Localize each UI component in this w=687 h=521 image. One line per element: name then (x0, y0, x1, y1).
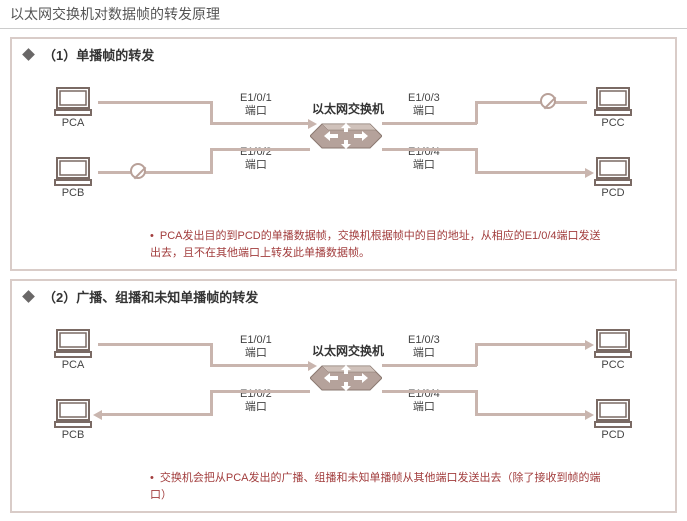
line (210, 390, 310, 393)
pc-label: PCC (590, 359, 636, 371)
port-label-tl: E1/0/1端口 (240, 92, 272, 118)
line (382, 390, 477, 393)
line (475, 413, 587, 416)
panel-header: （2）广播、组播和未知单播帧的转发 (20, 287, 667, 306)
caption: •交换机会把从PCA发出的广播、组播和未知单播帧从其他端口发送出去（除了接收到帧… (20, 470, 667, 503)
ethernet-switch: 以太网交换机 (310, 358, 382, 403)
line (475, 101, 587, 104)
arrow-right-icon (585, 410, 594, 420)
pc-label: PCD (590, 187, 636, 199)
arrow-right-icon (308, 361, 317, 371)
switch-label: 以太网交换机 (308, 100, 388, 117)
blocked-icon (540, 93, 556, 109)
page-title: 以太网交换机对数据帧的转发原理 (0, 0, 687, 29)
port-label-tl: E1/0/1端口 (240, 334, 272, 360)
panel-1: （2）广播、组播和未知单播帧的转发 PCA PCB PCC PCD 以太网交换机… (10, 279, 677, 513)
pc-bl: PCB (50, 398, 96, 441)
pc-tr: PCC (590, 328, 636, 371)
pc-tl: PCA (50, 86, 96, 129)
pc-label: PCB (50, 187, 96, 199)
line (382, 364, 477, 367)
line (98, 413, 213, 416)
line (210, 122, 310, 125)
panel-header: （1）单播帧的转发 (20, 45, 667, 64)
pc-tr: PCC (590, 86, 636, 129)
pc-tl: PCA (50, 328, 96, 371)
pc-label: PCB (50, 429, 96, 441)
switch-label: 以太网交换机 (308, 342, 388, 359)
line (210, 364, 310, 367)
bullet-icon: • (150, 230, 154, 242)
line (98, 343, 213, 346)
line (475, 101, 478, 124)
line (382, 148, 477, 151)
line (210, 390, 213, 416)
pc-br: PCD (590, 398, 636, 441)
line (382, 122, 477, 125)
blocked-icon (130, 163, 146, 179)
pc-bl: PCB (50, 156, 96, 199)
pc-label: PCA (50, 117, 96, 129)
line (210, 343, 213, 366)
line (210, 148, 310, 151)
panel-title: （1）单播帧的转发 (43, 45, 154, 64)
port-label-tr: E1/0/3端口 (408, 92, 440, 118)
pc-br: PCD (590, 156, 636, 199)
bullet-icon: • (150, 472, 154, 484)
diamond-bullet-icon (22, 48, 35, 61)
port-label-tr: E1/0/3端口 (408, 334, 440, 360)
diamond-bullet-icon (22, 290, 35, 303)
line (210, 101, 213, 124)
line (475, 343, 587, 346)
diagram: PCA PCB PCC PCD 以太网交换机 E1/0/1端口E1/0/2端口E… (20, 310, 667, 470)
pc-label: PCA (50, 359, 96, 371)
arrow-right-icon (585, 168, 594, 178)
arrow-left-icon (93, 410, 102, 420)
line (475, 343, 478, 366)
line (475, 171, 587, 174)
line (98, 101, 213, 104)
arrow-right-icon (308, 119, 317, 129)
arrow-right-icon (585, 340, 594, 350)
line (210, 148, 213, 174)
caption: •PCA发出目的到PCD的单播数据帧，交换机根据帧中的目的地址，从相应的E1/0… (20, 228, 667, 261)
panel-title: （2）广播、组播和未知单播帧的转发 (43, 287, 258, 306)
line (98, 171, 213, 174)
panel-0: （1）单播帧的转发 PCA PCB PCC PCD 以太网交换机 E1/0/1端… (10, 37, 677, 271)
diagram: PCA PCB PCC PCD 以太网交换机 E1/0/1端口E1/0/2端口E… (20, 68, 667, 228)
pc-label: PCC (590, 117, 636, 129)
ethernet-switch: 以太网交换机 (310, 116, 382, 161)
pc-label: PCD (590, 429, 636, 441)
